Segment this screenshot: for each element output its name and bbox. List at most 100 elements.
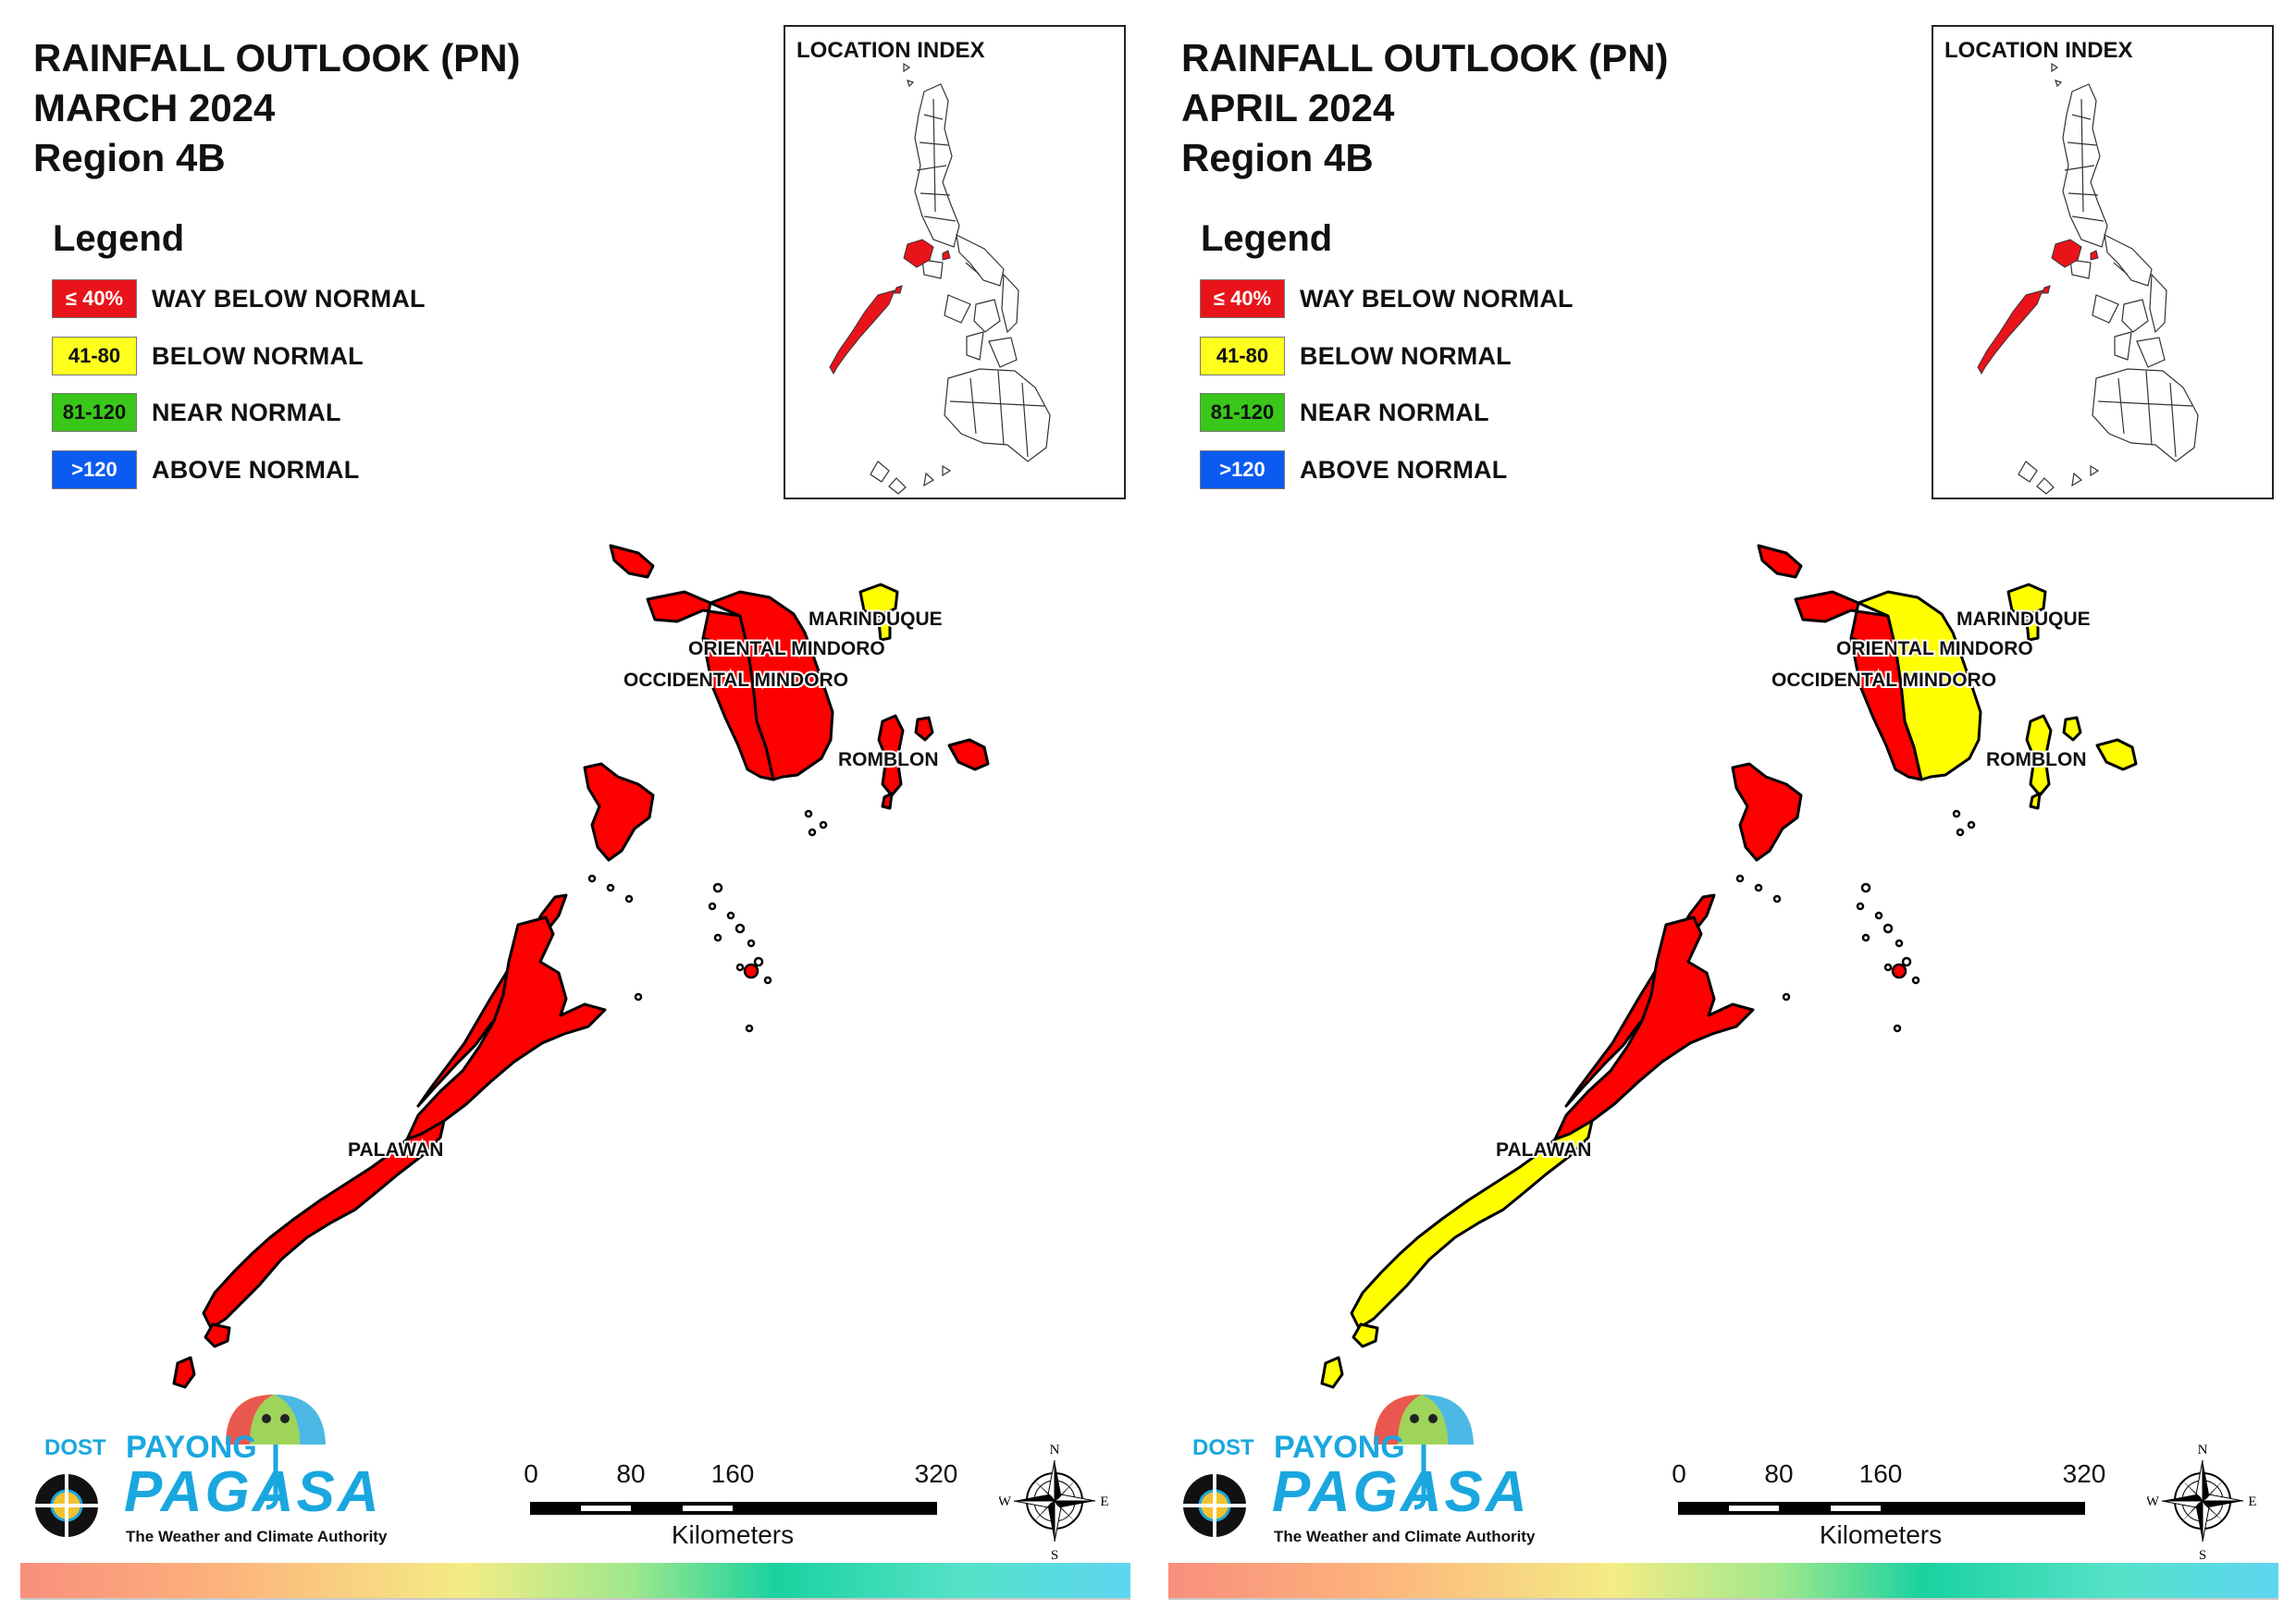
pagasa-text: PAGASA [124, 1460, 382, 1524]
legend-swatch: 41-80 [52, 337, 137, 375]
lubang-island [1757, 544, 1803, 579]
legend-swatch: 81-120 [1200, 393, 1285, 432]
palawan-central-shape [405, 916, 607, 1141]
philippines-locator-map [829, 62, 1051, 495]
legend-swatch: 81-120 [52, 393, 137, 432]
scale-tick: 0 [1672, 1459, 1686, 1488]
romblon-sibuyan [947, 738, 990, 771]
legend-heading: Legend [1201, 218, 1333, 259]
map-title: RAINFALL OUTLOOK (PN) MARCH 2024 Region … [33, 33, 521, 183]
legend-label: NEAR NORMAL [152, 399, 341, 426]
region-4b-map: MARINDUQUE ORIENTAL MINDORO OCCIDENTAL M… [172, 544, 990, 1389]
location-index-inset: LOCATION INDEX [1932, 25, 2274, 499]
scale-units: Kilometers [671, 1520, 795, 1549]
legend-swatch: ≤ 40% [52, 279, 137, 318]
label-marinduque: MARINDUQUE [809, 609, 943, 630]
romblon-romblon [914, 716, 934, 742]
north-arrow: N S E W [998, 1441, 1110, 1566]
romblon-south [881, 792, 894, 810]
label-romblon: ROMBLON [838, 749, 939, 770]
dost-text: DOST [44, 1435, 106, 1460]
scale-units: Kilometers [1819, 1520, 1943, 1549]
footer-divider [20, 1598, 1130, 1600]
scale-tick: 80 [616, 1459, 646, 1488]
scale-tick: 160 [1858, 1459, 1903, 1488]
legend-label: BELOW NORMAL [1300, 342, 1512, 370]
compass-w: W [2147, 1494, 2160, 1509]
cuyo-islets [1735, 809, 1976, 1033]
footer-divider [1168, 1598, 2278, 1600]
legend-label: BELOW NORMAL [152, 342, 364, 370]
legend-swatch: 41-80 [1200, 337, 1285, 375]
legend-swatch: ≤ 40% [1200, 279, 1285, 318]
scale-bar-graphic [530, 1502, 937, 1515]
legend-label: WAY BELOW NORMAL [152, 285, 426, 313]
scale-bar: 0 80 160 320 Kilometers [524, 1459, 957, 1552]
romblon-romblon [2062, 716, 2082, 742]
title-line-2: APRIL 2024 [1181, 86, 1395, 129]
legend-label: ABOVE NORMAL [1300, 456, 1508, 484]
scale-tick: 320 [2062, 1459, 2106, 1488]
legend-label: ABOVE NORMAL [152, 456, 360, 484]
lubang-island [609, 544, 655, 579]
legend-swatch: >120 [1200, 450, 1285, 489]
compass-n: N [2198, 1443, 2208, 1457]
pagasa-text: PAGASA [1272, 1460, 1530, 1524]
title-line-2: MARCH 2024 [33, 86, 276, 129]
title-line-1: RAINFALL OUTLOOK (PN) [33, 36, 521, 80]
scale-tick: 160 [710, 1459, 755, 1488]
romblon-tablas [877, 714, 905, 797]
payong-pagasa-logo: DOST PAYONG PAGASA The Weather and Clima… [31, 1387, 401, 1563]
compass-rose-icon: N S E W [998, 1443, 1109, 1563]
compass-w: W [999, 1494, 1012, 1509]
compass-e: E [2248, 1494, 2256, 1509]
occidental-mindoro-south [1849, 636, 1923, 781]
romblon-south [2029, 792, 2042, 810]
label-occidental-mindoro: OCCIDENTAL MINDORO [623, 670, 848, 691]
romblon-tablas [2025, 714, 2053, 797]
marinduque-south [877, 618, 892, 642]
umbrella-emblem [35, 1395, 326, 1537]
legend-swatch: >120 [52, 450, 137, 489]
label-palawan: PALAWAN [1496, 1139, 1591, 1161]
scale-bar: 0 80 160 320 Kilometers [1672, 1459, 2105, 1552]
label-oriental-mindoro: ORIENTAL MINDORO [688, 638, 885, 659]
compass-s: S [1051, 1548, 1058, 1561]
dost-text: DOST [1192, 1435, 1254, 1460]
scale-tick: 0 [524, 1459, 538, 1488]
compass-s: S [2199, 1548, 2206, 1561]
scale-tick: 320 [914, 1459, 958, 1488]
location-index-inset: LOCATION INDEX [784, 25, 1126, 499]
cuyo-main-islet [1891, 963, 1907, 979]
map-title: RAINFALL OUTLOOK (PN) APRIL 2024 Region … [1181, 33, 1669, 183]
title-line-3: Region 4B [1181, 136, 1374, 179]
palawan-south-shape [1350, 1119, 1594, 1330]
payong-text: PAYONG [1274, 1430, 1405, 1465]
palawan-south-shape [202, 1119, 446, 1330]
footer-color-band [1168, 1563, 2278, 1598]
title-line-3: Region 4B [33, 136, 226, 179]
logo-tagline: The Weather and Climate Authority [126, 1528, 388, 1545]
marinduque-shape [2006, 583, 2047, 618]
region-4b-map: MARINDUQUE ORIENTAL MINDORO OCCIDENTAL M… [1320, 544, 2138, 1389]
label-romblon: ROMBLON [1986, 749, 2087, 770]
label-oriental-mindoro: ORIENTAL MINDORO [1836, 638, 2033, 659]
umbrella-emblem [1183, 1395, 1474, 1537]
balabac-south [1320, 1356, 1344, 1389]
palawan-central-shape [1553, 916, 1755, 1141]
calamian-islands [1731, 762, 1803, 862]
title-line-1: RAINFALL OUTLOOK (PN) [1181, 36, 1669, 80]
legend-label: WAY BELOW NORMAL [1300, 285, 1574, 313]
compass-rose-icon: N S E W [2146, 1443, 2257, 1563]
location-index-title: LOCATION INDEX [1944, 38, 2133, 63]
scale-tick: 80 [1764, 1459, 1794, 1488]
april-outlook-panel: RAINFALL OUTLOOK (PN) APRIL 2024 Region … [1148, 0, 2296, 1623]
marinduque-south [2025, 618, 2040, 642]
scale-bar-graphic [1678, 1502, 2085, 1515]
payong-text: PAYONG [126, 1430, 257, 1465]
north-arrow: N S E W [2146, 1441, 2258, 1566]
legend-heading: Legend [53, 218, 185, 259]
marinduque-shape [858, 583, 899, 618]
balabac-islands [204, 1322, 231, 1348]
label-marinduque: MARINDUQUE [1957, 609, 2091, 630]
